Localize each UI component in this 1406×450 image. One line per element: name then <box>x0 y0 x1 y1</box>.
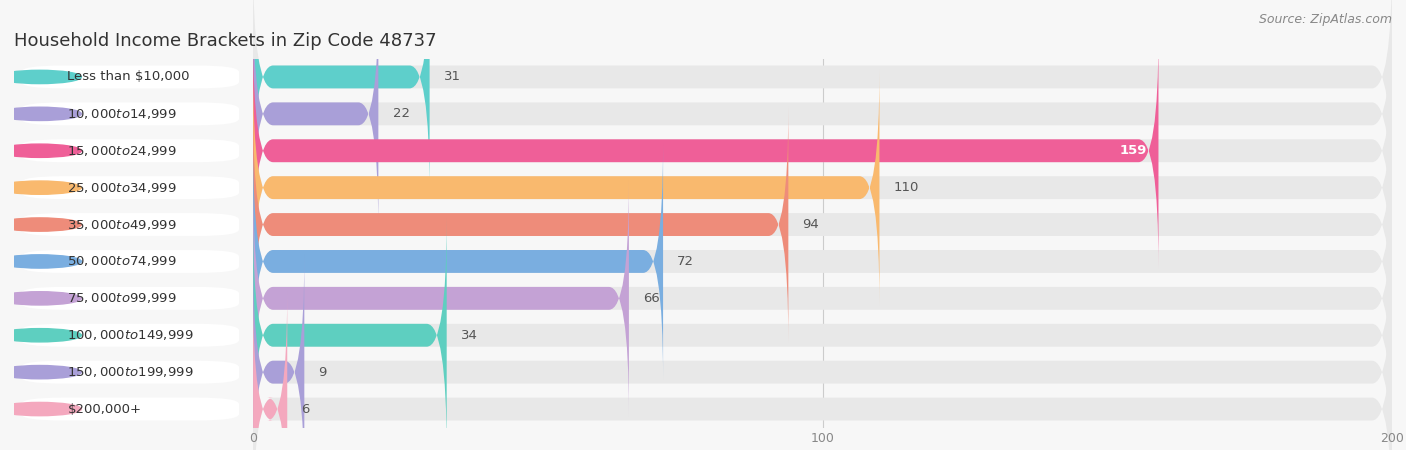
Text: $200,000+: $200,000+ <box>67 403 142 415</box>
Text: $50,000 to $74,999: $50,000 to $74,999 <box>67 254 177 269</box>
FancyBboxPatch shape <box>21 398 239 420</box>
Circle shape <box>0 70 82 84</box>
FancyBboxPatch shape <box>21 140 239 162</box>
FancyBboxPatch shape <box>253 180 628 416</box>
Text: 110: 110 <box>894 181 920 194</box>
FancyBboxPatch shape <box>253 217 1392 450</box>
FancyBboxPatch shape <box>253 254 304 450</box>
FancyBboxPatch shape <box>253 70 1392 306</box>
FancyBboxPatch shape <box>253 107 789 342</box>
FancyBboxPatch shape <box>21 213 239 236</box>
Circle shape <box>0 144 82 158</box>
Text: 94: 94 <box>803 218 820 231</box>
Circle shape <box>0 328 82 342</box>
Text: 31: 31 <box>444 71 461 83</box>
Text: $25,000 to $34,999: $25,000 to $34,999 <box>67 180 177 195</box>
Text: 34: 34 <box>461 329 478 342</box>
FancyBboxPatch shape <box>253 291 287 450</box>
FancyBboxPatch shape <box>253 33 1159 269</box>
FancyBboxPatch shape <box>253 291 1392 450</box>
FancyBboxPatch shape <box>21 103 239 125</box>
Text: $100,000 to $149,999: $100,000 to $149,999 <box>67 328 194 342</box>
FancyBboxPatch shape <box>21 176 239 199</box>
Circle shape <box>0 107 82 121</box>
Circle shape <box>0 255 82 268</box>
FancyBboxPatch shape <box>253 144 664 379</box>
FancyBboxPatch shape <box>21 250 239 273</box>
FancyBboxPatch shape <box>253 254 1392 450</box>
Text: 9: 9 <box>319 366 328 378</box>
Text: 66: 66 <box>643 292 659 305</box>
FancyBboxPatch shape <box>253 217 447 450</box>
FancyBboxPatch shape <box>253 33 1392 269</box>
Text: $150,000 to $199,999: $150,000 to $199,999 <box>67 365 194 379</box>
FancyBboxPatch shape <box>253 0 430 195</box>
Circle shape <box>0 402 82 416</box>
FancyBboxPatch shape <box>253 0 1392 195</box>
FancyBboxPatch shape <box>21 66 239 88</box>
Text: $10,000 to $14,999: $10,000 to $14,999 <box>67 107 177 121</box>
FancyBboxPatch shape <box>253 144 1392 379</box>
FancyBboxPatch shape <box>21 324 239 346</box>
Text: Household Income Brackets in Zip Code 48737: Household Income Brackets in Zip Code 48… <box>14 32 437 50</box>
Text: 159: 159 <box>1119 144 1147 157</box>
FancyBboxPatch shape <box>253 0 378 232</box>
FancyBboxPatch shape <box>253 0 1392 232</box>
Text: 22: 22 <box>392 108 409 120</box>
FancyBboxPatch shape <box>21 287 239 310</box>
FancyBboxPatch shape <box>253 180 1392 416</box>
FancyBboxPatch shape <box>253 70 880 306</box>
Circle shape <box>0 181 82 194</box>
Text: $35,000 to $49,999: $35,000 to $49,999 <box>67 217 177 232</box>
Text: 72: 72 <box>678 255 695 268</box>
Circle shape <box>0 292 82 305</box>
Text: $75,000 to $99,999: $75,000 to $99,999 <box>67 291 177 306</box>
FancyBboxPatch shape <box>21 361 239 383</box>
Text: 6: 6 <box>301 403 309 415</box>
FancyBboxPatch shape <box>253 107 1392 342</box>
Text: $15,000 to $24,999: $15,000 to $24,999 <box>67 144 177 158</box>
Circle shape <box>0 365 82 379</box>
Circle shape <box>0 218 82 231</box>
Text: Less than $10,000: Less than $10,000 <box>67 71 190 83</box>
Text: Source: ZipAtlas.com: Source: ZipAtlas.com <box>1258 14 1392 27</box>
